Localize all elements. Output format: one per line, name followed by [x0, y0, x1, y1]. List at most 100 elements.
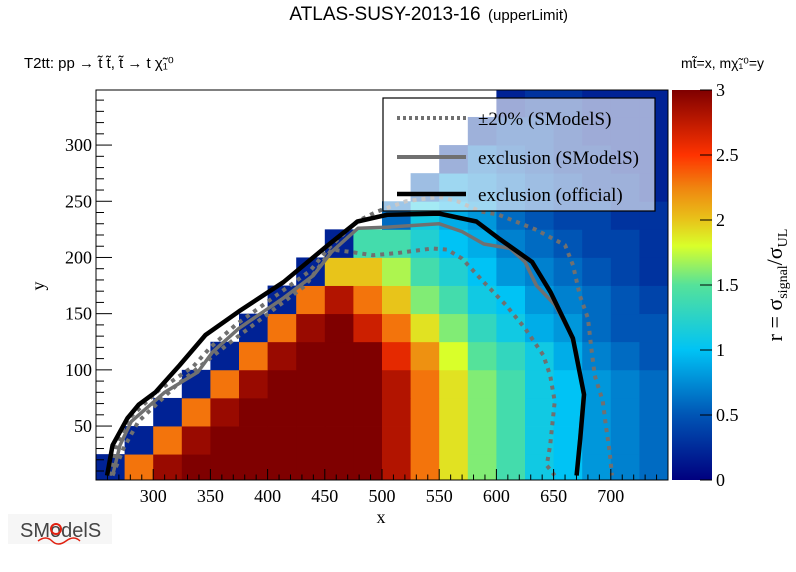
heatmap-cell — [439, 454, 469, 480]
heatmap-cell — [353, 397, 383, 427]
y-tick-label: 250 — [65, 191, 92, 211]
heatmap-cell — [496, 313, 526, 343]
colorbar-label-sub: signal — [776, 265, 791, 299]
contour-thick — [104, 211, 587, 476]
colorbar-tick-label: 2.5 — [716, 145, 739, 165]
colorbar-tick-label: 2 — [716, 210, 725, 230]
x-tick-label: 600 — [483, 486, 510, 506]
legend-label: ±20% (SModelS) — [478, 109, 611, 130]
heatmap-cell — [610, 369, 640, 399]
heatmap-cell — [525, 397, 554, 427]
heatmap-cell — [324, 369, 354, 399]
colorbar-tick-label: 3 — [716, 80, 725, 100]
colorbar-tick-label: 1 — [716, 340, 725, 360]
heatmap-cell — [439, 369, 469, 399]
heatmap-cell — [582, 369, 612, 399]
heatmap-cell — [353, 285, 383, 315]
heatmap-cell — [181, 426, 211, 455]
heatmap-cell — [610, 341, 640, 371]
x-axis-label: x — [377, 507, 386, 527]
heatmap-cell — [496, 426, 526, 455]
heatmap-cell — [267, 426, 297, 455]
heatmap-cell — [410, 285, 440, 315]
heatmap-cell — [382, 369, 411, 399]
heatmap-cell — [410, 313, 440, 343]
heatmap-cell — [467, 313, 497, 343]
heatmap-cell — [210, 369, 240, 399]
heatmap-cell — [382, 229, 411, 258]
heatmap-cell — [382, 454, 411, 480]
y-tick-label: 300 — [65, 135, 92, 155]
heatmap-cell — [439, 397, 469, 427]
x-tick-label: 400 — [254, 486, 281, 506]
y-tick-label: 100 — [65, 360, 92, 380]
heatmap-cell — [296, 285, 326, 315]
legend-label: exclusion (SModelS) — [478, 148, 639, 169]
heatmap-cell — [296, 313, 326, 343]
heatmap-cell — [324, 426, 354, 455]
colorbar-label-main: r = σ — [762, 299, 787, 342]
heatmap-cell — [410, 369, 440, 399]
heatmap-cell — [382, 426, 411, 455]
heatmap-cell — [610, 285, 640, 315]
heatmap-cell — [610, 426, 640, 455]
heatmap-cell — [382, 313, 411, 343]
colorbar-label: r = σsignal/σUL — [762, 229, 791, 342]
heatmap-cell — [439, 341, 469, 371]
heatmap-cell — [353, 257, 383, 286]
heatmap-cell — [410, 397, 440, 427]
heatmap-cell — [410, 257, 440, 286]
heatmap-cell — [553, 397, 583, 427]
x-tick-label: 300 — [140, 486, 167, 506]
y-tick-label: 50 — [74, 416, 92, 436]
heatmap-cell — [324, 341, 354, 371]
heatmap-cell — [353, 426, 383, 455]
heatmap-cell — [525, 369, 554, 399]
heatmap-cell — [324, 313, 354, 343]
heatmap-cell — [124, 454, 154, 480]
heatmap-cell — [410, 341, 440, 371]
heatmap-cell — [639, 313, 668, 343]
heatmap-cell — [610, 313, 640, 343]
heatmap-cell — [181, 454, 211, 480]
heatmap-cell — [267, 341, 297, 371]
colorbar: 0 0.5 1 1.5 2 2.5 3 r = σsignal/σUL — [672, 80, 791, 490]
legend: ±20% (SModelS) exclusion (SModelS) exclu… — [382, 97, 656, 212]
heatmap-cell — [239, 454, 268, 480]
heatmap-cell — [610, 257, 640, 286]
heatmap-cell — [496, 397, 526, 427]
heatmap-cell — [439, 285, 469, 315]
y-tick-label: 150 — [65, 304, 92, 324]
heatmap-cell — [296, 426, 326, 455]
heatmap-cell — [439, 257, 469, 286]
chart-title: ATLAS-SUSY-2013-16 — [289, 4, 480, 25]
x-tick-label: 350 — [197, 486, 224, 506]
heatmap-cell — [639, 369, 668, 399]
colorbar-tick-label: 1.5 — [716, 275, 739, 295]
heatmap-cell — [296, 397, 326, 427]
colorbar-tick-label: 0 — [716, 470, 725, 490]
heatmap-cell — [267, 397, 297, 427]
heatmap-cell — [353, 369, 383, 399]
heatmap-cell — [181, 397, 211, 427]
heatmap-cell — [382, 341, 411, 371]
heatmap-cell — [410, 229, 440, 258]
x-tick-label: 650 — [540, 486, 567, 506]
y-axis-label: y — [28, 282, 48, 291]
heatmap-cell — [267, 369, 297, 399]
heatmap-cell — [353, 229, 383, 258]
heatmap-cell — [639, 285, 668, 315]
heatmap-cell — [582, 257, 612, 286]
heatmap-cell — [467, 341, 497, 371]
heatmap-cell — [639, 454, 668, 480]
heatmap-cell — [267, 454, 297, 480]
heatmap-cell — [467, 426, 497, 455]
heatmap-cell — [410, 426, 440, 455]
heatmap-cell — [553, 369, 583, 399]
heatmap-cell — [210, 397, 240, 427]
heatmap-cell — [639, 397, 668, 427]
heatmap-cell — [525, 229, 554, 258]
heatmap-cell — [296, 454, 326, 480]
heatmap-cell — [153, 426, 183, 455]
